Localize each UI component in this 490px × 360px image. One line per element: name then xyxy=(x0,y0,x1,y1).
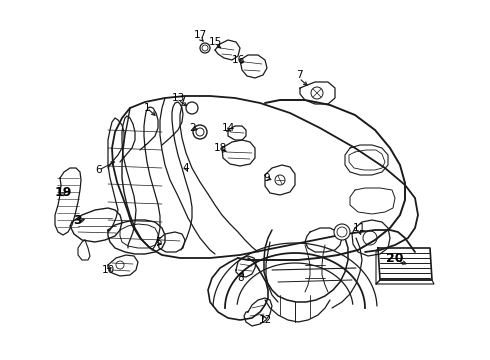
Polygon shape xyxy=(108,255,138,276)
Text: 6: 6 xyxy=(96,165,102,175)
Text: 17: 17 xyxy=(194,30,207,40)
Text: 2: 2 xyxy=(190,123,196,133)
Circle shape xyxy=(193,125,207,139)
Text: 1: 1 xyxy=(144,103,150,113)
Polygon shape xyxy=(352,220,390,256)
Circle shape xyxy=(334,224,350,240)
Polygon shape xyxy=(236,256,256,277)
Polygon shape xyxy=(244,298,272,326)
Polygon shape xyxy=(158,232,185,252)
Circle shape xyxy=(186,102,198,114)
Polygon shape xyxy=(108,220,165,254)
Text: 13: 13 xyxy=(172,93,185,103)
Text: 20: 20 xyxy=(386,252,404,265)
Circle shape xyxy=(200,43,210,53)
Text: 11: 11 xyxy=(352,223,366,233)
Text: 14: 14 xyxy=(221,123,235,133)
Text: 7: 7 xyxy=(295,70,302,80)
Polygon shape xyxy=(55,168,81,235)
Text: 10: 10 xyxy=(101,265,115,275)
Polygon shape xyxy=(265,165,295,195)
Polygon shape xyxy=(305,228,342,252)
Text: 3: 3 xyxy=(73,213,81,226)
Text: 4: 4 xyxy=(183,163,189,173)
Text: 15: 15 xyxy=(208,37,221,47)
Text: 16: 16 xyxy=(231,55,245,65)
Polygon shape xyxy=(215,40,240,60)
Text: 12: 12 xyxy=(258,315,271,325)
Text: 18: 18 xyxy=(213,143,227,153)
Text: 5: 5 xyxy=(155,237,161,247)
Polygon shape xyxy=(300,82,335,104)
Polygon shape xyxy=(378,248,432,280)
Polygon shape xyxy=(240,55,267,78)
Text: 19: 19 xyxy=(54,185,72,198)
Polygon shape xyxy=(228,126,246,140)
Polygon shape xyxy=(78,240,90,260)
Polygon shape xyxy=(222,140,255,166)
Text: 9: 9 xyxy=(264,173,270,183)
Polygon shape xyxy=(70,208,122,242)
Text: 8: 8 xyxy=(238,273,245,283)
